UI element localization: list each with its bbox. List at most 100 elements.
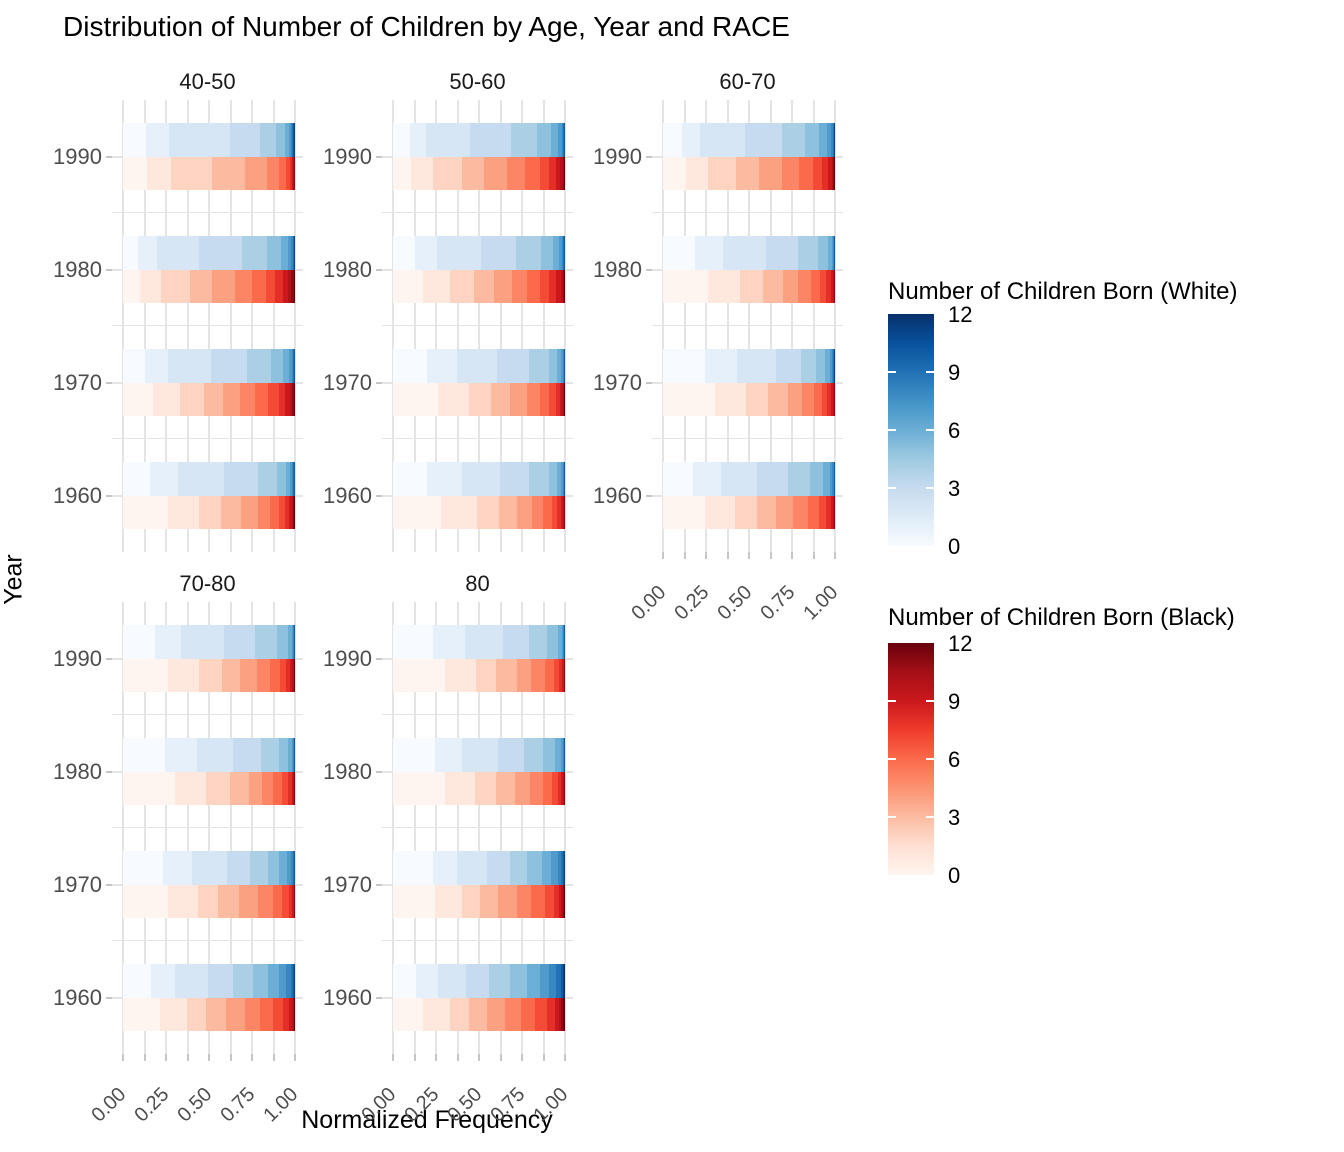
legend-tick-mark: [888, 371, 896, 373]
facet-strip-label: 80: [465, 571, 490, 596]
bar-segment: [686, 156, 708, 190]
bar-segment: [198, 495, 222, 529]
bar-segment: [822, 382, 828, 416]
bar-segment: [393, 382, 438, 416]
bar-segment: [190, 269, 213, 303]
y-tick-mark: [376, 381, 382, 384]
bar-segment: [292, 884, 294, 918]
bar-segment: [270, 495, 280, 529]
bar-segment: [288, 997, 292, 1031]
bar-segment: [549, 156, 557, 190]
bar-segment: [736, 349, 776, 383]
bar-segment: [493, 269, 512, 303]
bar-segment: [798, 156, 814, 190]
bar-segment: [288, 349, 292, 383]
bar-segment: [123, 382, 154, 416]
bar-segment: [251, 269, 266, 303]
bar-segment: [196, 738, 234, 772]
bar-segment: [273, 997, 283, 1031]
x-tick-mark: [499, 1054, 502, 1061]
bar-segment: [506, 156, 525, 190]
bar-segment: [288, 884, 293, 918]
y-tick-mark: [106, 155, 112, 158]
bar-segment: [540, 964, 550, 998]
bar-segment: [259, 997, 274, 1031]
bar-segment: [149, 462, 179, 496]
bar-segment: [279, 156, 287, 190]
y-tick-label: 1960: [593, 482, 642, 508]
bar-segment: [528, 349, 549, 383]
x-tick-label: 1.00: [799, 581, 843, 625]
legend-black-colorbar: [888, 643, 934, 875]
x-tick-mark: [834, 552, 836, 559]
bar-segment: [663, 236, 695, 270]
legend-tick-label: 12: [948, 302, 973, 327]
bar-segment: [294, 851, 295, 885]
bar-segment: [509, 851, 527, 885]
gridline: [272, 100, 275, 552]
gridline: [726, 100, 729, 552]
x-tick-mark: [662, 552, 664, 559]
bar-segment: [830, 382, 833, 416]
stacked-bar-white: [393, 236, 565, 270]
bar-segment: [830, 123, 833, 157]
gridline: [122, 602, 124, 1054]
bar-segment: [775, 349, 801, 383]
bar-segment: [291, 123, 293, 157]
stacked-bar-black: [393, 884, 565, 918]
gridline: [186, 100, 189, 552]
bar-segment: [548, 462, 558, 496]
bar-segment: [291, 771, 294, 805]
bar-segment: [217, 884, 240, 918]
gridline: [382, 714, 573, 715]
bar-segment: [767, 382, 788, 416]
stacked-bar-black: [393, 771, 565, 805]
bar-segment: [543, 771, 552, 805]
x-tick-mark: [122, 1054, 124, 1061]
bar-segment: [826, 269, 831, 303]
gridline: [564, 602, 566, 1054]
bar-segment: [210, 349, 247, 383]
gridline: [143, 100, 146, 552]
bar-segment: [123, 884, 168, 918]
stacked-bar-white: [393, 349, 565, 383]
bar-segment: [509, 964, 528, 998]
gridline: [229, 100, 232, 552]
bar-segment: [224, 625, 255, 659]
gridline: [652, 325, 843, 326]
bar-segment: [174, 964, 209, 998]
stacked-bar-black: [393, 658, 565, 692]
gridline: [229, 602, 232, 1054]
bar-segment: [285, 382, 290, 416]
bar-segment: [444, 658, 477, 692]
bar-segment: [288, 269, 292, 303]
bar-segment: [820, 269, 827, 303]
gridline: [769, 100, 772, 552]
bar-segment: [788, 462, 810, 496]
y-tick-label: 1970: [323, 871, 372, 897]
bar-segment: [509, 382, 528, 416]
bar-segment: [563, 349, 565, 383]
legend-tick-mark: [926, 758, 934, 760]
bar-segment: [833, 349, 834, 383]
bar-segment: [154, 625, 182, 659]
bar-segment: [562, 997, 565, 1031]
bar-segment: [561, 625, 564, 659]
bar-segment: [798, 236, 818, 270]
y-tick-label: 1990: [593, 143, 642, 169]
facet-panel: [652, 100, 843, 552]
bar-segment: [414, 236, 437, 270]
x-tick-label: 0.50: [713, 581, 757, 625]
bar-segment: [564, 269, 565, 303]
facet-strip-label: 50-60: [449, 69, 506, 94]
bar-segment: [563, 964, 565, 998]
bar-segment: [123, 658, 168, 692]
bar-segment: [558, 658, 563, 692]
x-tick-mark: [748, 552, 750, 559]
bar-segment: [756, 462, 789, 496]
bar-segment: [468, 382, 492, 416]
bar-segment: [288, 738, 292, 772]
gridline: [392, 602, 394, 1054]
y-tick-mark: [646, 494, 652, 497]
x-tick-mark: [705, 552, 707, 559]
